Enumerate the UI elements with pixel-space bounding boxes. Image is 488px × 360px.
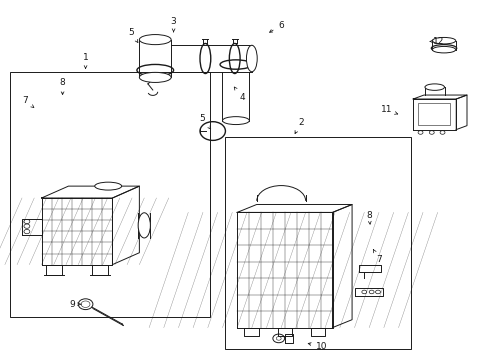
Text: 6: 6	[269, 21, 284, 32]
Ellipse shape	[424, 84, 444, 90]
Ellipse shape	[222, 117, 249, 125]
Text: 5: 5	[199, 114, 210, 129]
Ellipse shape	[139, 72, 171, 82]
Text: 12: 12	[429, 37, 444, 46]
Text: 11: 11	[380, 105, 397, 114]
Text: 3: 3	[170, 17, 176, 32]
Bar	[417, 103, 449, 125]
Ellipse shape	[431, 37, 455, 44]
Bar	[10, 72, 210, 317]
Ellipse shape	[138, 213, 150, 238]
Text: 4: 4	[234, 87, 244, 102]
Text: 10: 10	[307, 342, 327, 351]
Ellipse shape	[95, 182, 122, 190]
Text: 5: 5	[128, 28, 138, 42]
Text: 2: 2	[294, 118, 303, 134]
Text: 9: 9	[69, 300, 81, 309]
Text: 8: 8	[60, 78, 65, 95]
Text: 7: 7	[22, 96, 34, 108]
Text: 7: 7	[372, 249, 381, 264]
Bar	[224, 137, 410, 349]
Text: 1: 1	[82, 53, 88, 68]
Text: 8: 8	[366, 211, 371, 224]
Ellipse shape	[246, 45, 257, 72]
Ellipse shape	[431, 46, 455, 53]
